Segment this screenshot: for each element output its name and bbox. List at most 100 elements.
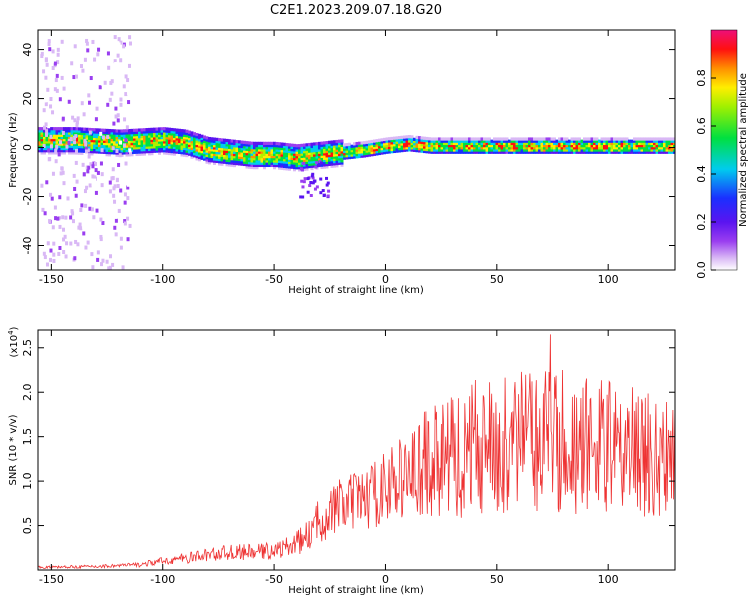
heatmap-cell (38, 129, 41, 133)
colorbar-tick-label: 0.2 (695, 213, 708, 231)
heatmap-cell (568, 144, 571, 148)
snr-xlabel: Height of straight line (km) (288, 585, 424, 596)
heatmap-cell (545, 141, 549, 146)
heatmap-cell (82, 224, 86, 229)
heatmap-cell (343, 147, 346, 151)
heatmap-cell (400, 140, 404, 144)
heatmap-cell (113, 140, 116, 144)
heatmap-cell (318, 155, 321, 159)
heatmap-cell (485, 137, 489, 141)
heatmap-cell (60, 75, 64, 80)
heatmap-cell (45, 135, 49, 140)
heatmap-cell (115, 129, 119, 133)
heatmap-cell (205, 145, 209, 149)
heatmap-cell (448, 148, 451, 152)
colorbar-gradient (710, 29, 738, 271)
heatmap-cell (130, 133, 134, 137)
heatmap-cell (405, 144, 409, 148)
heatmap-cell (95, 145, 99, 150)
heatmap-cell (440, 144, 444, 148)
heatmap-cell (101, 81, 105, 86)
heatmap-cell (595, 141, 599, 146)
heatmap-cell (338, 139, 341, 143)
heatmap-cell (138, 130, 141, 134)
heatmap-cell (385, 144, 389, 148)
heatmap-cell (178, 128, 181, 132)
heatmap-cell (205, 156, 209, 160)
heatmap-cell (310, 149, 314, 153)
heatmap-cell (298, 150, 301, 154)
heatmap-cell (113, 129, 116, 133)
heatmap-cell (140, 148, 144, 152)
heatmap-cell (86, 48, 90, 53)
heatmap-cell (545, 139, 549, 143)
heatmap-cell (388, 137, 391, 141)
heatmap-cell (160, 138, 164, 142)
heatmap-cell (590, 150, 594, 154)
heatmap-cell (668, 144, 671, 148)
heatmap-cell (660, 148, 664, 152)
heatmap-cell (540, 137, 544, 141)
heatmap-cell (525, 148, 529, 152)
heatmap-cell (288, 163, 291, 167)
heatmap-cell (168, 132, 171, 136)
heatmap-cell (398, 138, 401, 142)
heatmap-cell (91, 174, 95, 179)
heatmap-cell (513, 139, 516, 143)
heatmap-cell (348, 144, 351, 149)
heatmap-cell (393, 136, 396, 140)
heatmap-cell (313, 162, 316, 166)
heatmap-cell (630, 139, 634, 143)
heatmap-cell (605, 139, 609, 143)
heatmap-cell (68, 149, 71, 153)
heatmap-cell (240, 162, 244, 166)
heatmap-cell (325, 141, 329, 145)
heatmap-cell (385, 148, 389, 152)
heatmap-cell (108, 265, 112, 270)
heatmap-cell (40, 51, 44, 56)
heatmap-cell (40, 149, 44, 153)
heatmap-cell (193, 140, 196, 145)
heatmap-cell (71, 211, 75, 216)
heatmap-cell (68, 133, 71, 137)
heatmap-cell (338, 146, 341, 150)
heatmap-cell (570, 148, 574, 152)
heatmap-cell (363, 143, 366, 147)
heatmap-cell (453, 144, 456, 148)
heatmap-cell (273, 161, 276, 165)
heatmap-cell (430, 148, 434, 152)
heatmap-cell (525, 144, 529, 148)
heatmap-cell (633, 141, 636, 146)
heatmap-cell (88, 206, 92, 211)
heatmap-cell (175, 137, 179, 141)
heatmap-cell (585, 139, 589, 143)
heatmap-cell (111, 262, 115, 267)
heatmap-cell (600, 150, 604, 154)
colorbar-tick-label: 0.8 (695, 69, 708, 87)
heatmap-cell (480, 141, 484, 146)
heatmap-cell (665, 137, 669, 141)
heatmap-cell (165, 127, 169, 131)
heatmap-cell (535, 150, 539, 154)
heatmap-cell (76, 242, 80, 247)
heatmap-cell (58, 138, 61, 142)
heatmap-cell (100, 128, 104, 132)
heatmap-cell (455, 144, 459, 148)
heatmap-cell (350, 149, 354, 153)
heatmap-cell (410, 141, 414, 146)
heatmap-cell (563, 144, 566, 148)
heatmap-cell (443, 137, 446, 141)
heatmap-cell (85, 132, 89, 136)
heatmap-cell (470, 146, 474, 150)
heatmap-cell (103, 139, 106, 143)
heatmap-cell (288, 154, 291, 158)
heatmap-cell (138, 143, 141, 148)
heatmap-cell (63, 142, 66, 146)
heatmap-cell (433, 141, 436, 146)
heatmap-cell (645, 139, 649, 143)
heatmap-cell (258, 152, 261, 157)
heatmap-cell (111, 167, 115, 172)
heatmap-cell (178, 150, 181, 155)
heatmap-cell (113, 59, 117, 64)
